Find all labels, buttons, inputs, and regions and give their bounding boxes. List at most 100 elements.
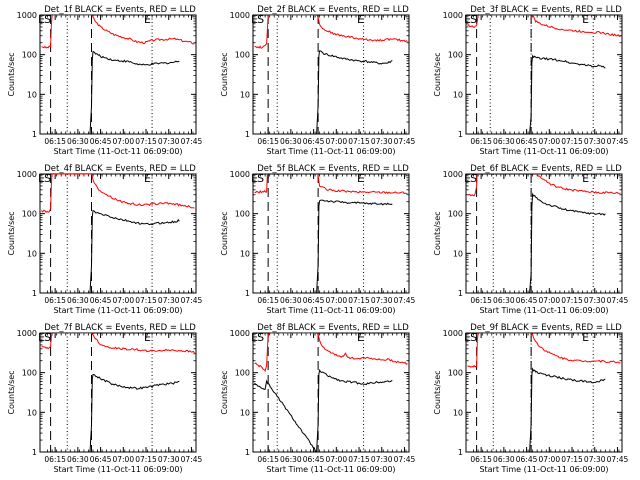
event-marker-e: E — [464, 13, 471, 26]
y-axis-label: Counts/sec — [7, 52, 16, 96]
x-tick-label: 06:30 — [67, 455, 89, 464]
y-tick-label: 10 — [27, 90, 37, 99]
y-axis-label: Counts/sec — [7, 370, 16, 414]
event-marker-e: E — [582, 13, 589, 26]
x-tick-label: 07:15 — [561, 296, 583, 305]
series-group — [467, 174, 621, 293]
series-line-events — [316, 199, 393, 293]
x-tick-label: 06:30 — [280, 137, 302, 146]
y-tick-label: 10 — [240, 249, 250, 258]
y-axis-label: Counts/sec — [433, 52, 442, 96]
x-tick-label: 06:45 — [90, 296, 112, 305]
x-tick-label: 06:45 — [90, 137, 112, 146]
x-tick-label: 07:30 — [158, 296, 180, 305]
series-group — [467, 15, 621, 134]
chart-panel: Det_4f BLACK = Events, RED = LLD 1 10 100 10… — [7, 164, 202, 315]
series-line-events — [254, 368, 393, 452]
x-tick-label: 07:15 — [561, 137, 583, 146]
chart-title: Det_5f BLACK = Events, RED = LLD — [257, 164, 409, 174]
x-axis-label: Start Time (11-Oct-11 06:09:00) — [53, 465, 182, 474]
event-marker-s: S — [257, 331, 264, 344]
x-tick-label: 06:45 — [516, 137, 538, 146]
series-line-lld — [467, 174, 621, 197]
event-marker-s: S — [470, 331, 477, 344]
y-tick-label: 10 — [453, 408, 463, 417]
x-axis-label: Start Time (11-Oct-11 06:09:00) — [479, 147, 608, 156]
y-tick-label: 1000 — [443, 329, 463, 338]
y-tick-label: 100 — [448, 51, 463, 60]
y-tick-label: 1000 — [230, 11, 250, 20]
series-line-events — [529, 367, 606, 452]
x-tick-label: 06:30 — [67, 296, 89, 305]
chart-panel: Det_7f BLACK = Events, RED = LLD 1 10 100 10… — [7, 323, 202, 474]
x-tick-label: 06:15 — [257, 455, 279, 464]
series-line-events — [529, 192, 606, 293]
y-tick-label: 1 — [32, 130, 37, 139]
event-marker-e: E — [357, 172, 364, 185]
y-axis-label: Counts/sec — [433, 211, 442, 255]
y-axis-label: Counts/sec — [220, 52, 229, 96]
x-tick-label: 06:45 — [516, 455, 538, 464]
plot-frame — [252, 332, 410, 453]
y-tick-label: 1000 — [230, 170, 250, 179]
series-line-lld — [467, 333, 621, 368]
chart-panel: Det_6f BLACK = Events, RED = LLD 1 10 100 10… — [433, 164, 628, 315]
chart-title: Det_8f BLACK = Events, RED = LLD — [257, 323, 409, 333]
y-tick-label: 10 — [27, 249, 37, 258]
event-marker-e: E — [464, 172, 471, 185]
x-tick-label: 07:45 — [607, 137, 629, 146]
series-group — [41, 333, 195, 452]
event-marker-s: S — [257, 13, 264, 26]
chart-title: Det_3f BLACK = Events, RED = LLD — [470, 5, 622, 15]
x-tick-label: 06:30 — [280, 296, 302, 305]
series-line-lld — [254, 174, 408, 195]
event-marker-e: E — [38, 331, 45, 344]
y-tick-label: 100 — [235, 51, 250, 60]
x-axis-label: Start Time (11-Oct-11 06:09:00) — [266, 306, 395, 315]
x-tick-label: 07:00 — [538, 296, 560, 305]
event-marker-s: S — [470, 172, 477, 185]
y-tick-label: 100 — [22, 210, 37, 219]
x-tick-label: 07:00 — [112, 137, 134, 146]
chart-title: Det_2f BLACK = Events, RED = LLD — [257, 5, 409, 15]
x-tick-label: 07:15 — [348, 455, 370, 464]
x-tick-label: 06:45 — [303, 296, 325, 305]
plot-frame — [39, 332, 197, 453]
x-tick-label: 06:45 — [303, 137, 325, 146]
x-tick-label: 07:30 — [584, 296, 606, 305]
plot-frame — [465, 173, 623, 294]
chart-title: Det_1f BLACK = Events, RED = LLD — [44, 5, 196, 15]
chart-panel: Det_3f BLACK = Events, RED = LLD 1 10 100 10… — [433, 5, 628, 156]
x-tick-label: 07:45 — [394, 296, 416, 305]
x-tick-label: 06:15 — [470, 296, 492, 305]
x-tick-label: 06:15 — [470, 137, 492, 146]
y-tick-label: 10 — [240, 90, 250, 99]
x-tick-label: 06:15 — [257, 296, 279, 305]
x-tick-label: 06:45 — [90, 455, 112, 464]
event-marker-e: E — [251, 13, 258, 26]
y-tick-label: 1 — [458, 448, 463, 457]
y-tick-label: 1 — [458, 130, 463, 139]
y-tick-label: 1 — [32, 289, 37, 298]
y-tick-label: 1 — [245, 448, 250, 457]
event-marker-s: S — [44, 172, 51, 185]
event-marker-e: E — [144, 331, 151, 344]
x-tick-label: 07:30 — [584, 137, 606, 146]
y-tick-label: 1 — [32, 448, 37, 457]
x-tick-label: 07:30 — [371, 296, 393, 305]
series-line-events — [316, 50, 393, 134]
chart-panel: Det_9f BLACK = Events, RED = LLD 1 10 100 10… — [433, 323, 628, 474]
x-tick-label: 07:45 — [394, 455, 416, 464]
event-marker-e: E — [144, 13, 151, 26]
series-line-lld — [41, 333, 195, 354]
x-tick-label: 06:15 — [44, 296, 66, 305]
x-tick-label: 07:45 — [394, 137, 416, 146]
plot-frame — [252, 14, 410, 135]
series-line-events — [89, 373, 180, 452]
plot-frame — [252, 173, 410, 294]
x-tick-label: 07:00 — [325, 455, 347, 464]
series-line-events — [529, 54, 606, 134]
plot-frame — [465, 14, 623, 135]
event-marker-s: S — [257, 172, 264, 185]
x-tick-label: 06:30 — [67, 137, 89, 146]
